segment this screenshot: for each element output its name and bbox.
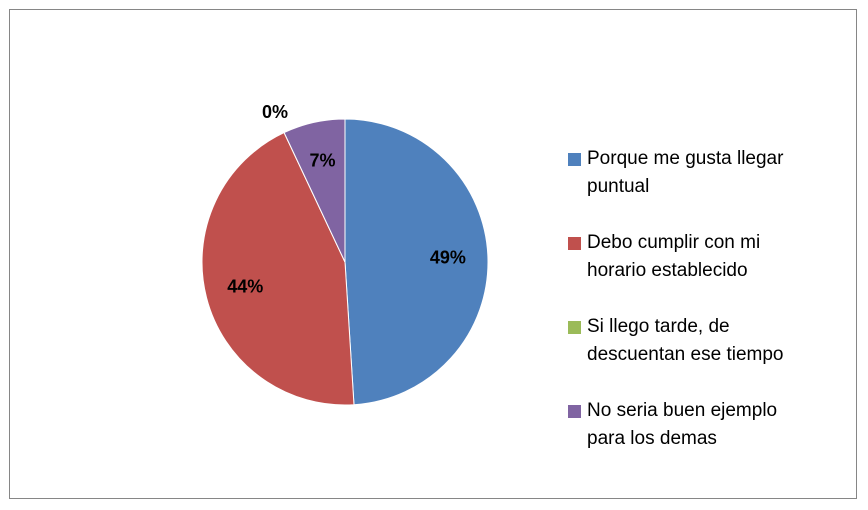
legend-label: Debo cumplir con mi horario establecido (587, 232, 761, 281)
pie-slice (344, 118, 489, 406)
data-label: 0% (262, 102, 288, 122)
legend: Porque me gusta llegar puntual Debo cumpl… (568, 145, 858, 481)
pie-slice (283, 118, 346, 263)
legend-swatch (568, 321, 581, 334)
chart-frame (9, 9, 857, 499)
legend-item: No seria buen ejemplo para los demas (568, 397, 858, 453)
legend-swatch (568, 405, 581, 418)
legend-label: Si llego tarde, de descuentan ese tiempo (587, 316, 784, 365)
legend-swatch (568, 153, 581, 166)
data-label: 49% (430, 248, 466, 268)
data-label: 44% (227, 276, 263, 296)
legend-label: Porque me gusta llegar puntual (587, 148, 784, 197)
legend-item: Si llego tarde, de descuentan ese tiempo (568, 313, 858, 369)
legend-swatch (568, 237, 581, 250)
data-label: 7% (310, 150, 336, 170)
legend-item: Debo cumplir con mi horario establecido (568, 229, 858, 285)
legend-item: Porque me gusta llegar puntual (568, 145, 858, 201)
legend-label: No seria buen ejemplo para los demas (587, 400, 778, 449)
